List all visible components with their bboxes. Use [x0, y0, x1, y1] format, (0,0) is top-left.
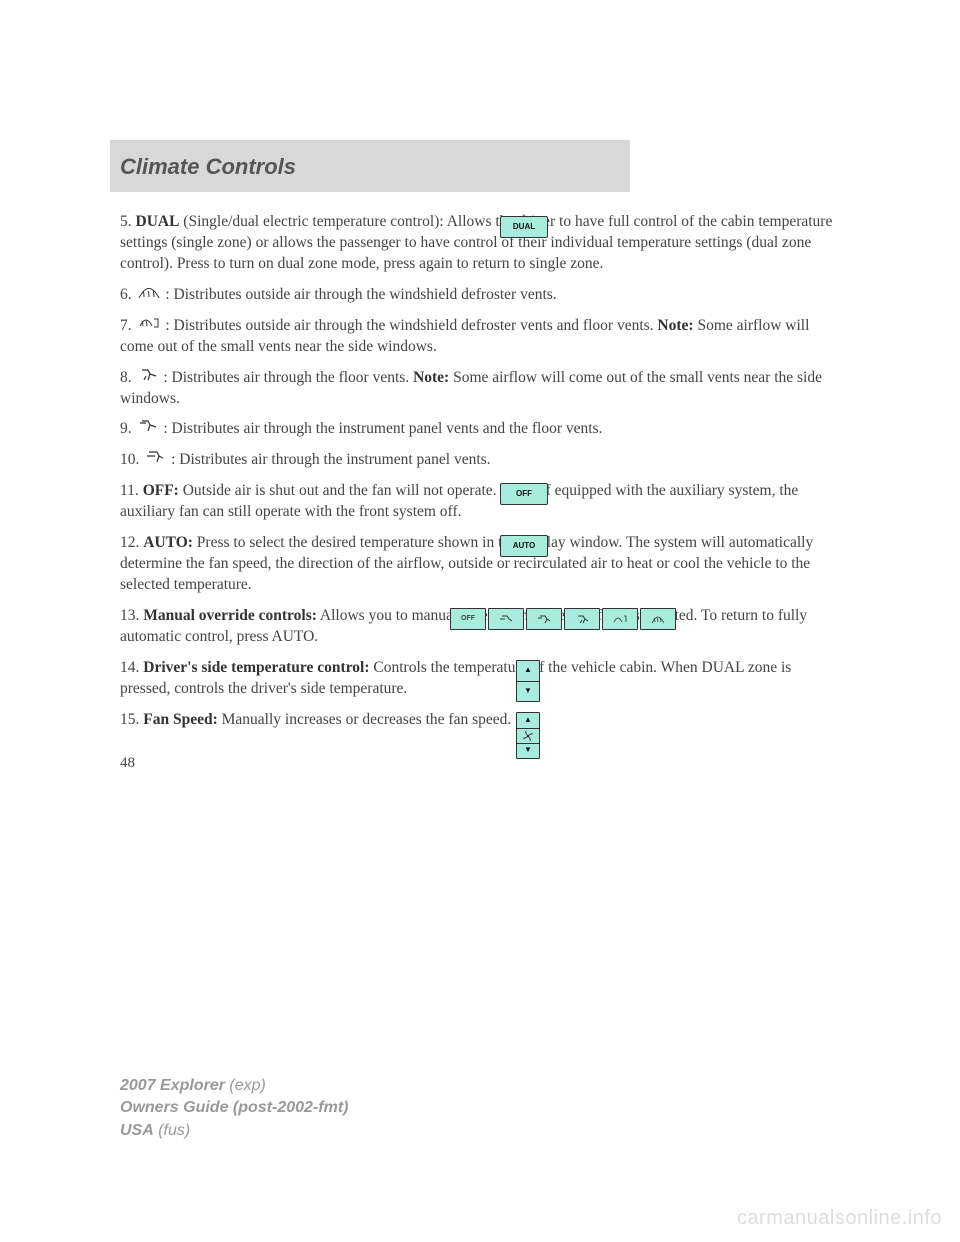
item-11-bold: OFF:: [143, 482, 179, 499]
item-14-bold: Driver's side temperature control:: [143, 659, 369, 676]
page-content: Climate Controls DUAL 5. DUAL (Single/du…: [0, 0, 960, 832]
strip-panel-icon: [488, 608, 524, 630]
item-15-text: Manually increases or decreases the fan …: [218, 711, 512, 728]
strip-floor-defrost-icon: [602, 608, 638, 630]
item-7-text1: : Distributes outside air through the wi…: [162, 317, 658, 334]
dual-button-icon: DUAL: [500, 216, 548, 238]
item-8-num: 8.: [120, 369, 136, 386]
temp-down-icon: ▼: [517, 681, 539, 701]
fan-down-icon: ▼: [517, 743, 539, 758]
footer: 2007 Explorer (exp) Owners Guide (post-2…: [120, 1075, 348, 1142]
strip-panel-floor-icon: [526, 608, 562, 630]
body-text: DUAL 5. DUAL (Single/dual electric tempe…: [120, 212, 840, 731]
strip-floor-icon: [564, 608, 600, 630]
override-button-strip: OFF: [450, 608, 676, 630]
item-15: ▲ ▼ 15. Fan Speed: Manually increases or…: [120, 710, 840, 731]
temp-up-icon: ▲: [517, 661, 539, 681]
item-9: 9. : Distributes air through the instrum…: [120, 419, 840, 440]
item-5: DUAL 5. DUAL (Single/dual electric tempe…: [120, 212, 840, 275]
item-8: 8. : Distributes air through the floor v…: [120, 368, 840, 410]
watermark: carmanualsonline.info: [737, 1207, 942, 1230]
item-12-text: Press to select the desired temperature …: [120, 534, 813, 593]
item-5-text: (Single/dual electric temperature contro…: [120, 213, 832, 272]
temp-rocker-icon: ▲ ▼: [516, 660, 540, 702]
item-5-bold: DUAL: [136, 213, 180, 230]
fan-rocker-icon: ▲ ▼: [516, 712, 540, 759]
strip-defrost-icon: [640, 608, 676, 630]
item-8-note: Note:: [413, 369, 449, 386]
defrost-icon: [138, 285, 160, 306]
item-7: 7. : Distributes outside air through the…: [120, 316, 840, 358]
header-bar: Climate Controls: [110, 140, 630, 192]
item-13-bold: Manual override controls:: [143, 607, 317, 624]
panel-icon: [145, 450, 165, 471]
item-11: OFF 11. OFF: Outside air is shut out and…: [120, 481, 840, 523]
item-10-num: 10.: [120, 451, 143, 468]
fan-up-icon: ▲: [517, 713, 539, 728]
off-button-icon: OFF: [500, 483, 548, 505]
item-12-num: 12.: [120, 534, 143, 551]
item-9-num: 9.: [120, 421, 136, 438]
item-13: OFF 13. Manual override controls: Allows…: [120, 606, 840, 648]
floor-defrost-icon: [138, 316, 160, 337]
item-8-text1: : Distributes air through the floor vent…: [160, 369, 414, 386]
item-14-num: 14.: [120, 659, 143, 676]
page-title: Climate Controls: [120, 154, 610, 180]
item-6-num: 6.: [120, 286, 136, 303]
footer-model-code: (exp): [225, 1077, 266, 1094]
item-6-text: : Distributes outside air through the wi…: [162, 286, 557, 303]
fan-icon: [517, 728, 539, 743]
panel-floor-icon: [138, 419, 158, 440]
item-13-num: 13.: [120, 607, 143, 624]
item-14: ▲ ▼ 14. Driver's side temperature contro…: [120, 658, 840, 700]
item-10-text: : Distributes air through the instrument…: [167, 451, 490, 468]
footer-region-code: (fus): [154, 1122, 190, 1139]
item-12: AUTO 12. AUTO: Press to select the desir…: [120, 533, 840, 596]
item-5-num: 5.: [120, 213, 136, 230]
item-9-text: : Distributes air through the instrument…: [160, 421, 603, 438]
auto-button-icon: AUTO: [500, 535, 548, 557]
item-15-num: 15.: [120, 711, 143, 728]
footer-guide: Owners Guide (post-2002-fmt): [120, 1099, 348, 1116]
item-6: 6. : Distributes outside air through the…: [120, 285, 840, 306]
floor-icon: [138, 368, 158, 389]
item-11-num: 11.: [120, 482, 143, 499]
item-7-num: 7.: [120, 317, 136, 334]
item-7-note: Note:: [657, 317, 693, 334]
item-15-bold: Fan Speed:: [143, 711, 218, 728]
page-number: 48: [120, 755, 840, 772]
item-12-bold: AUTO:: [143, 534, 193, 551]
strip-off-button: OFF: [450, 608, 486, 630]
footer-model: 2007 Explorer: [120, 1077, 225, 1094]
item-11-text1: Outside air is shut out and the fan will…: [179, 482, 501, 499]
footer-region: USA: [120, 1122, 154, 1139]
item-10: 10. : Distributes air through the instru…: [120, 450, 840, 471]
